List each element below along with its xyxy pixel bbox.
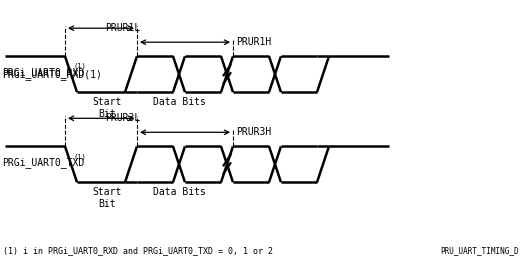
Text: (1): (1) [74,63,86,69]
Text: (1) i in PRGi_UART0_RXD and PRGi_UART0_TXD = 0, 1 or 2: (1) i in PRGi_UART0_RXD and PRGi_UART0_T… [3,246,273,255]
Text: Data Bits: Data Bits [152,97,206,107]
Text: PRUR1H: PRUR1H [236,37,271,47]
Text: PRUR3H: PRUR3H [236,127,271,137]
Text: Start
Bit: Start Bit [92,187,122,209]
Text: PRUR3L: PRUR3L [105,113,140,123]
Text: PRGi_UART0_TXD: PRGi_UART0_TXD [2,157,84,168]
Text: PRGi_UART0_RXD: PRGi_UART0_RXD [2,67,84,78]
Text: Start
Bit: Start Bit [92,97,122,119]
Text: PRU_UART_TIMING_D: PRU_UART_TIMING_D [441,246,519,255]
Text: PRUR1L: PRUR1L [105,23,140,33]
Text: (1): (1) [74,153,86,160]
Text: Data Bits: Data Bits [152,187,206,197]
Text: PRGi_UART0_RXD(1): PRGi_UART0_RXD(1) [2,69,102,80]
